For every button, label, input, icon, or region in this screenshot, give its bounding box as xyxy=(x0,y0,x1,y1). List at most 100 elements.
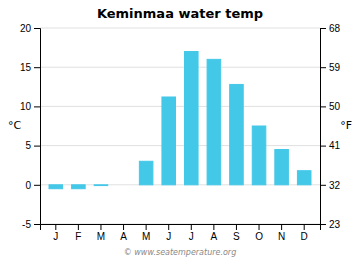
tick-label: F xyxy=(75,231,81,242)
tick-mark xyxy=(34,28,40,29)
y2-axis-title: °F xyxy=(340,119,352,132)
tick: 15 xyxy=(20,62,40,73)
tick: O xyxy=(255,224,263,242)
tick-mark xyxy=(34,146,40,147)
bar xyxy=(94,184,108,186)
tick: 23 xyxy=(320,219,341,230)
tick: J xyxy=(166,224,171,242)
tick-mark xyxy=(213,224,214,230)
tick: D xyxy=(301,224,308,242)
tick: N xyxy=(278,224,285,242)
tick-mark xyxy=(100,224,101,230)
tick-label: 15 xyxy=(20,62,32,73)
tick-label: 5 xyxy=(25,140,31,151)
tick-label: 59 xyxy=(329,62,341,73)
grid-line xyxy=(40,106,320,107)
tick-mark xyxy=(146,224,147,230)
tick-mark xyxy=(123,224,124,230)
bar xyxy=(297,171,311,185)
tick-label: 10 xyxy=(20,101,32,112)
tick-mark xyxy=(78,224,79,230)
y-axis: -5 0 5 10 15 20 xyxy=(20,23,41,230)
tick: 10 xyxy=(20,101,40,112)
tick: 20 xyxy=(20,23,40,34)
tick-mark xyxy=(168,224,169,230)
tick: F xyxy=(75,224,81,242)
tick-label: J xyxy=(53,231,58,242)
tick-mark xyxy=(34,106,40,107)
tick: J xyxy=(53,224,58,242)
tick-label: N xyxy=(278,231,285,242)
tick-mark xyxy=(34,185,40,186)
x-axis: JFMAMJJASOND xyxy=(41,224,321,242)
tick: M xyxy=(142,224,150,242)
bar xyxy=(185,52,199,185)
tick-label: D xyxy=(301,231,308,242)
grid-line xyxy=(40,28,320,29)
tick-label: S xyxy=(233,231,240,242)
tick-mark xyxy=(259,224,260,230)
tick-label: J xyxy=(166,231,171,242)
tick: J xyxy=(189,224,194,242)
tick: 50 xyxy=(320,101,341,112)
tick-label: 50 xyxy=(329,101,341,112)
tick-label: 68 xyxy=(329,23,341,34)
tick-label: 32 xyxy=(329,180,341,191)
tick-label: M xyxy=(97,231,105,242)
tick-mark xyxy=(304,224,305,230)
tick: 41 xyxy=(320,140,341,151)
title: Keminmaa water temp xyxy=(97,6,263,21)
tick-label: M xyxy=(142,231,150,242)
tick-mark xyxy=(320,67,326,68)
tick-label: O xyxy=(255,231,263,242)
axis-line xyxy=(34,29,41,225)
y-axis-title: °C xyxy=(8,119,22,132)
tick: 32 xyxy=(320,180,341,191)
annotation: © www.seatemperature.org xyxy=(124,248,236,257)
tick-label: -5 xyxy=(22,219,31,230)
bar xyxy=(162,97,176,185)
tick: 68 xyxy=(320,23,341,34)
tick: 0 xyxy=(25,180,40,191)
axis-line xyxy=(321,29,327,225)
tick-mark xyxy=(281,224,282,230)
bar xyxy=(230,84,244,184)
bar xyxy=(49,185,63,189)
tick: A xyxy=(120,224,127,242)
tick: A xyxy=(211,224,218,242)
bar xyxy=(117,184,131,185)
tick-label: 41 xyxy=(329,140,341,151)
axis-line xyxy=(41,225,321,231)
tick-label: J xyxy=(189,231,194,242)
bar xyxy=(252,126,266,185)
tick: M xyxy=(97,224,105,242)
tick-label: A xyxy=(120,231,127,242)
tick: -5 xyxy=(22,219,40,230)
tick-label: 0 xyxy=(25,180,31,191)
y2-axis: 23 32 41 50 59 68 xyxy=(320,23,341,230)
tick-mark xyxy=(320,106,326,107)
tick-mark xyxy=(320,28,326,29)
tick: 5 xyxy=(25,140,40,151)
tick-mark xyxy=(320,185,326,186)
tick-mark xyxy=(320,224,326,225)
bars xyxy=(49,52,311,189)
bar xyxy=(275,150,289,185)
tick-label: A xyxy=(211,231,218,242)
tick-mark xyxy=(191,224,192,230)
tick-mark xyxy=(320,146,326,147)
bar xyxy=(207,59,221,184)
tick-mark xyxy=(236,224,237,230)
bar xyxy=(139,161,153,185)
tick-mark xyxy=(34,224,40,225)
tick-mark xyxy=(34,67,40,68)
tick-label: 20 xyxy=(20,23,32,34)
tick: 59 xyxy=(320,62,341,73)
chart: J F M A M J J A S O N D -5 0 5 10 15 20 23 32 41 50 59 68 °C °F Ke… xyxy=(0,0,360,260)
grid-line xyxy=(40,145,320,146)
tick: S xyxy=(233,224,240,242)
grid xyxy=(40,28,320,224)
tick-mark xyxy=(55,224,56,230)
plot: J F M A M J J A S O N D -5 0 5 10 15 20 23 32 41 50 59 68 xyxy=(20,23,341,242)
bar xyxy=(72,185,86,189)
